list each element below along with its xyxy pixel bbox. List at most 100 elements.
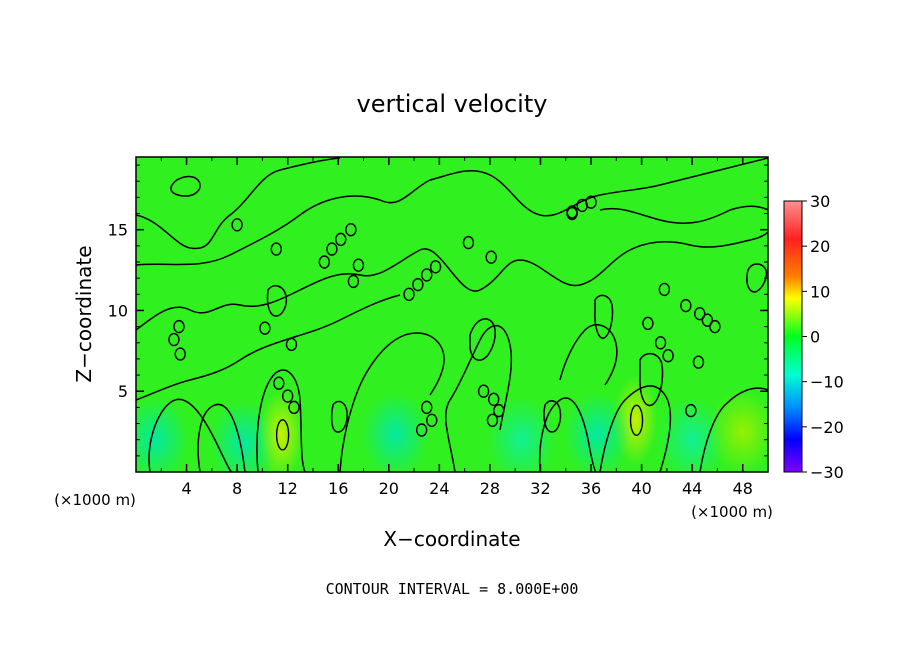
contour-line: [136, 294, 401, 401]
contour-cell: [685, 403, 697, 418]
contour-cell: [273, 376, 285, 390]
field-feature-cyan-lower-left: [136, 397, 189, 472]
contour-cell: [281, 389, 294, 403]
contour-cell: [566, 206, 578, 221]
contour-cell: [429, 260, 442, 274]
contour-line: [699, 387, 768, 472]
x-axis-label: X−coordinate: [383, 527, 520, 551]
contour-line: [197, 403, 246, 472]
plot-frame: [135, 156, 769, 473]
colorbar-tick-label: 30: [810, 192, 830, 211]
field-feature-cyan-near-30: [487, 397, 556, 472]
y-tick-label: 10: [108, 301, 128, 320]
x-tick-label: 44: [682, 479, 702, 498]
contour-line: [559, 324, 618, 386]
contour-line: [339, 332, 445, 472]
contour-line: [419, 231, 768, 292]
contour-cell: [231, 218, 243, 232]
contour-cell: [662, 348, 674, 363]
contour-cell: [259, 321, 271, 335]
y-tick-label: 5: [118, 382, 128, 401]
contour-line: [469, 318, 496, 361]
contour-line: [148, 398, 233, 472]
contour-cell: [415, 423, 428, 437]
y-tick-label: 15: [108, 221, 128, 240]
contour-cell: [335, 232, 347, 247]
contour-line: [170, 175, 201, 197]
field-feature-cyan-near-20: [361, 392, 430, 472]
contour-line: [538, 397, 597, 472]
x-tick-label: 48: [733, 479, 753, 498]
colorbar-tick-label: 10: [810, 282, 830, 301]
contour-line: [543, 400, 562, 433]
contour-line: [639, 353, 664, 407]
colorbar-tick-label: −10: [810, 373, 844, 392]
contour-cell: [692, 355, 705, 369]
x-tick-label: 32: [530, 479, 550, 498]
contour-line: [429, 157, 768, 217]
contour-cell: [288, 400, 300, 415]
contour-cell: [701, 313, 714, 327]
contour-layer: [136, 157, 768, 472]
x-tick-label: 12: [278, 479, 298, 498]
x-tick-label: 4: [181, 479, 191, 498]
contour-cell: [493, 403, 505, 418]
contour-cell: [173, 319, 185, 334]
contour-cell: [486, 413, 499, 428]
y-axis: 5 10 15: [108, 164, 768, 457]
colorbar-tick-label: 20: [810, 237, 830, 256]
contour-line: [136, 157, 341, 250]
colorbar: [783, 200, 803, 473]
contour-line: [594, 294, 614, 339]
contour-line: [266, 285, 288, 317]
contour-cell: [477, 384, 490, 398]
contour-cell: [326, 242, 338, 256]
x-tick-label: 24: [429, 479, 449, 498]
contour-cell: [168, 332, 180, 347]
contour-cell: [345, 222, 357, 237]
contour-cell: [318, 255, 331, 269]
contour-interval-note: CONTOUR INTERVAL = 8.000E+00: [326, 580, 579, 598]
contour-line: [599, 205, 768, 224]
updraft-cell-contour: [275, 419, 290, 451]
updraft-cell-contour: [629, 404, 644, 437]
field-feature-yellow-cell-12: [259, 389, 304, 472]
contour-cell: [488, 392, 500, 407]
contour-cell: [426, 413, 438, 428]
contour-cell: [403, 287, 415, 302]
contour-cell: [709, 319, 721, 334]
x-axis-unit-right: (×1000 m): [691, 503, 773, 521]
x-tick-label: 20: [379, 479, 399, 498]
contour-cell: [654, 336, 667, 350]
contour-cell: [680, 298, 692, 313]
contour-cell: [462, 235, 475, 250]
contour-cell: [421, 268, 433, 282]
y-axis-label: Z−coordinate: [72, 245, 96, 382]
contour-cell: [585, 195, 597, 209]
x-axis: 4 8 12 16 20 24 28 32 36 40 44 48: [160, 157, 753, 498]
contour-cell: [174, 347, 186, 361]
contour-cell: [352, 258, 365, 272]
contour-cell: [347, 274, 360, 289]
contour-cell: [694, 306, 706, 321]
contour-line: [256, 369, 306, 472]
field-feature-cyan-near-8: [209, 400, 278, 472]
x-tick-label: 8: [232, 479, 242, 498]
contour-line: [136, 249, 421, 331]
field-feature-cyan-near-44: [658, 397, 727, 472]
chart-title: vertical velocity: [357, 90, 548, 118]
contour-line: [444, 324, 513, 472]
x-axis-unit-left: (×1000 m): [54, 491, 136, 509]
contour-cell: [485, 250, 497, 264]
colorbar-tick-label: 0: [810, 328, 820, 347]
contour-cell: [270, 242, 283, 256]
plot-area: [136, 157, 768, 472]
colorbar-axis: 30 20 10 0 −10 −20 −30: [802, 192, 844, 482]
contour-cell: [421, 400, 433, 415]
contour-cell: [642, 316, 654, 331]
x-tick-label: 16: [328, 479, 348, 498]
contour-cell: [285, 337, 298, 352]
colorbar-tick-label: −20: [810, 418, 844, 437]
contour-line: [136, 179, 431, 266]
